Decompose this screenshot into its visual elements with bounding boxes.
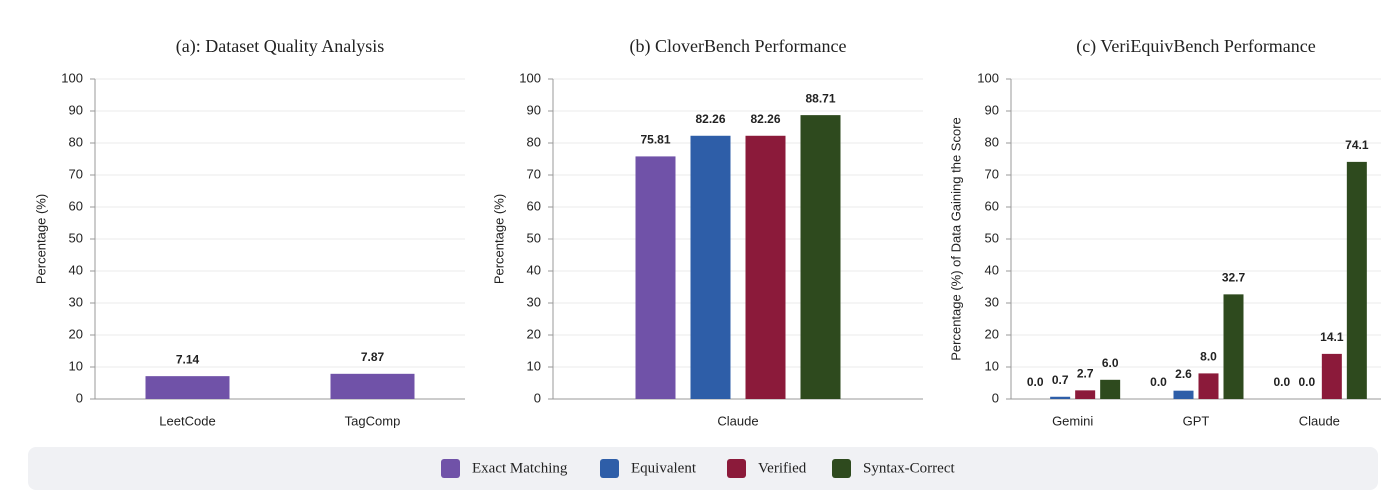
x-tick-label: Gemini bbox=[1052, 413, 1093, 428]
y-tick-label: 0 bbox=[992, 390, 999, 405]
y-tick-label: 100 bbox=[519, 70, 541, 85]
y-tick-label: 60 bbox=[69, 198, 83, 213]
y-tick-label: 30 bbox=[69, 294, 83, 309]
bar bbox=[800, 115, 841, 400]
y-tick-label: 20 bbox=[985, 326, 999, 341]
y-tick-label: 100 bbox=[61, 70, 83, 85]
y-tick-label: 20 bbox=[527, 326, 541, 341]
chart-title: (c) VeriEquivBench Performance bbox=[1076, 36, 1316, 57]
y-axis-label: Percentage (%) bbox=[33, 194, 48, 284]
y-tick-label: 50 bbox=[985, 230, 999, 245]
y-tick-label: 60 bbox=[527, 198, 541, 213]
value-label: 75.81 bbox=[640, 133, 670, 147]
chart-title: (b) CloverBench Performance bbox=[630, 36, 847, 57]
x-tick-label: Claude bbox=[1299, 413, 1340, 428]
value-label: 88.71 bbox=[805, 91, 835, 105]
legend-swatch bbox=[832, 459, 851, 478]
y-tick-label: 0 bbox=[534, 390, 541, 405]
value-label: 8.0 bbox=[1200, 350, 1217, 364]
value-label: 0.7 bbox=[1052, 373, 1069, 387]
value-label: 14.1 bbox=[1320, 330, 1344, 344]
y-tick-label: 10 bbox=[527, 358, 541, 373]
y-tick-label: 80 bbox=[69, 134, 83, 149]
legend-label: Verified bbox=[758, 460, 807, 476]
y-tick-label: 30 bbox=[527, 294, 541, 309]
y-axis-label: Percentage (%) of Data Gaining the Score bbox=[948, 117, 963, 361]
value-label: 2.6 bbox=[1175, 367, 1192, 381]
value-label: 7.87 bbox=[361, 350, 385, 364]
y-tick-label: 10 bbox=[985, 358, 999, 373]
bar bbox=[1223, 294, 1244, 399]
y-tick-label: 40 bbox=[69, 262, 83, 277]
value-label: 0.0 bbox=[1273, 375, 1290, 389]
y-tick-label: 30 bbox=[985, 294, 999, 309]
y-tick-label: 50 bbox=[527, 230, 541, 245]
value-label: 7.14 bbox=[176, 352, 200, 366]
bar bbox=[1100, 379, 1121, 399]
bar bbox=[1198, 373, 1219, 399]
value-label: 82.26 bbox=[695, 112, 725, 126]
bar bbox=[1173, 390, 1194, 399]
y-tick-label: 80 bbox=[985, 134, 999, 149]
chart-title: (a): Dataset Quality Analysis bbox=[176, 36, 384, 57]
y-axis-label: Percentage (%) bbox=[491, 194, 506, 284]
y-tick-label: 90 bbox=[69, 102, 83, 117]
y-tick-label: 50 bbox=[69, 230, 83, 245]
y-tick-label: 20 bbox=[69, 326, 83, 341]
bar bbox=[1075, 390, 1096, 399]
y-tick-label: 90 bbox=[985, 102, 999, 117]
y-tick-label: 100 bbox=[977, 70, 999, 85]
y-tick-label: 90 bbox=[527, 102, 541, 117]
bar bbox=[330, 373, 415, 399]
y-tick-label: 80 bbox=[527, 134, 541, 149]
bar bbox=[145, 376, 230, 399]
value-label: 6.0 bbox=[1102, 356, 1119, 370]
bar bbox=[690, 135, 731, 399]
value-label: 2.7 bbox=[1077, 367, 1094, 381]
x-tick-label: GPT bbox=[1183, 413, 1210, 428]
bar bbox=[745, 135, 786, 399]
y-tick-label: 70 bbox=[69, 166, 83, 181]
x-tick-label: Claude bbox=[717, 413, 758, 428]
x-tick-label: LeetCode bbox=[159, 413, 215, 428]
y-tick-label: 40 bbox=[985, 262, 999, 277]
legend-swatch bbox=[727, 459, 746, 478]
legend-swatch bbox=[441, 459, 460, 478]
value-label: 0.0 bbox=[1150, 375, 1167, 389]
legend-label: Exact Matching bbox=[472, 460, 568, 476]
y-tick-label: 60 bbox=[985, 198, 999, 213]
x-tick-label: TagComp bbox=[345, 413, 401, 428]
legend-label: Syntax-Correct bbox=[863, 460, 955, 476]
y-tick-label: 0 bbox=[76, 390, 83, 405]
legend-label: Equivalent bbox=[631, 460, 697, 476]
value-label: 82.26 bbox=[750, 112, 780, 126]
value-label: 32.7 bbox=[1222, 271, 1246, 285]
legend-box bbox=[28, 447, 1378, 490]
value-label: 0.0 bbox=[1298, 375, 1315, 389]
y-tick-label: 10 bbox=[69, 358, 83, 373]
legend-swatch bbox=[600, 459, 619, 478]
bar bbox=[1321, 353, 1342, 399]
bar bbox=[1050, 396, 1071, 399]
bar bbox=[635, 156, 676, 399]
y-tick-label: 40 bbox=[527, 262, 541, 277]
y-tick-label: 70 bbox=[985, 166, 999, 181]
bar bbox=[1346, 161, 1367, 399]
y-tick-label: 70 bbox=[527, 166, 541, 181]
value-label: 0.0 bbox=[1027, 375, 1044, 389]
value-label: 74.1 bbox=[1345, 138, 1369, 152]
